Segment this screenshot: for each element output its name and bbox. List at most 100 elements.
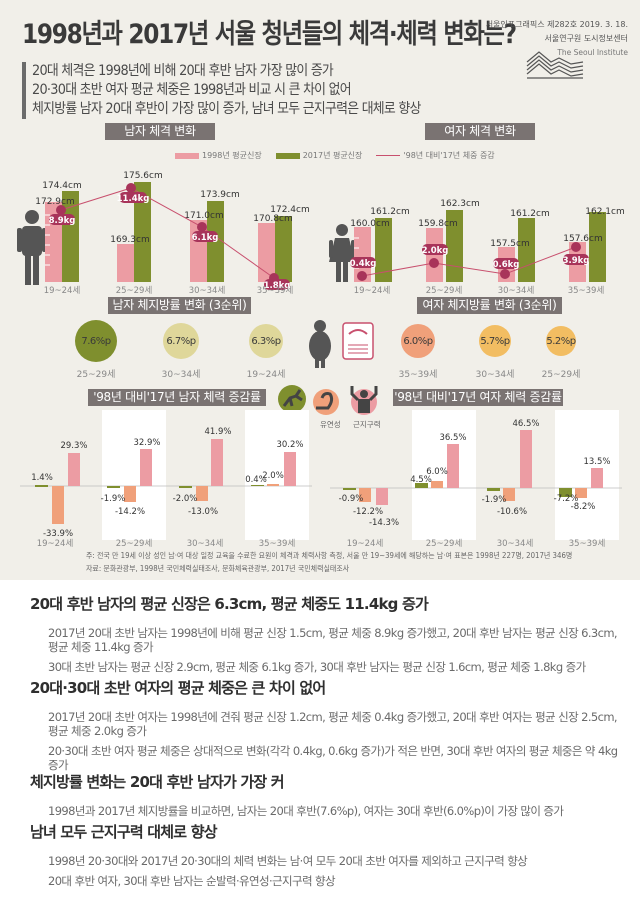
svg-text:161.2cm: 161.2cm xyxy=(510,209,549,219)
svg-text:-12.2%: -12.2% xyxy=(353,507,383,517)
summary-box: 20대 체격은 1998년에 비해 20대 후반 남자 가장 많이 증가 20·… xyxy=(22,62,454,119)
male-person-icon xyxy=(17,210,47,285)
svg-text:4.5%: 4.5% xyxy=(410,475,432,485)
body-paragraph: 20대 후반 여자, 30대 후반 남자는 순발력·유연성·근지구력 향상 xyxy=(48,874,336,888)
svg-text:0.4%: 0.4% xyxy=(245,475,267,485)
fitness-icons xyxy=(278,385,378,415)
svg-text:0.4kg: 0.4kg xyxy=(350,259,377,269)
body-heading: 20대·30대 초반 여자의 평균 체중은 큰 차이 없어 xyxy=(30,679,326,697)
svg-text:169.3cm: 169.3cm xyxy=(110,235,149,245)
svg-text:172.4cm: 172.4cm xyxy=(270,205,309,215)
svg-text:30~34세: 30~34세 xyxy=(189,286,226,295)
body-paragraph: 30대 초반 남자는 평균 신장 2.9cm, 평균 체중 6.1kg 증가, … xyxy=(48,660,586,674)
body-paragraph: 2017년 20대 초반 여자는 1998년에 견줘 평균 신장 1.2cm, … xyxy=(48,710,618,738)
male-fat-bubble-3: 6.3%p xyxy=(249,324,283,358)
svg-text:19~24세: 19~24세 xyxy=(37,539,74,549)
body-paragraph: 1998년 20·30대와 2017년 20·30대의 체력 변화는 남·여 모… xyxy=(48,854,528,868)
svg-text:29.3%: 29.3% xyxy=(60,441,87,451)
svg-text:19~24세: 19~24세 xyxy=(44,286,81,295)
seoul-institute-logo-icon xyxy=(526,51,584,79)
svg-text:162.1cm: 162.1cm xyxy=(585,207,624,217)
svg-text:30~34세: 30~34세 xyxy=(498,286,535,295)
svg-text:35~39세: 35~39세 xyxy=(568,286,605,295)
female-body-title: 여자 체격 변화 xyxy=(425,123,535,140)
svg-text:6.1kg: 6.1kg xyxy=(192,233,219,243)
svg-text:173.9cm: 173.9cm xyxy=(200,190,239,200)
svg-text:36.5%: 36.5% xyxy=(439,433,466,443)
publication-info: 서울인포그래픽스 제282호 2019. 3. 18. 서울연구원 도시정보센터… xyxy=(486,18,628,60)
female-fat-title: 여자 체지방률 변화 (3순위) xyxy=(417,297,562,314)
body-section-3: 체지방률 변화는 20대 후반 남자가 가장 커 1998년과 2017년 체지… xyxy=(30,771,620,818)
svg-text:1.4%: 1.4% xyxy=(31,473,53,483)
svg-text:-1.9%: -1.9% xyxy=(482,495,507,505)
svg-text:46.5%: 46.5% xyxy=(512,419,539,429)
svg-text:-1.9%: -1.9% xyxy=(101,494,126,504)
male-fat-label-1: 25~29세 xyxy=(76,370,116,380)
svg-text:175.6cm: 175.6cm xyxy=(123,171,162,181)
svg-text:25~29세: 25~29세 xyxy=(116,539,153,549)
body-paragraph: 1998년과 2017년 체지방률을 비교하면, 남자는 20대 후반(7.6%… xyxy=(48,804,564,818)
male-fat-title: 남자 체지방률 변화 (3순위) xyxy=(108,297,251,314)
svg-text:-0.9%: -0.9% xyxy=(339,494,364,504)
body-paragraph: 2017년 20대 초반 남자는 1998년에 비해 평균 신장 1.5cm, … xyxy=(48,626,618,654)
legend-1998: 1998년 평균신장 xyxy=(175,150,262,161)
male-fat-bubble-1: 7.6%p xyxy=(75,320,117,362)
summary-line: 체지방률 남자 20대 후반이 가장 많이 증가, 남녀 모두 근지구력은 대체… xyxy=(32,101,421,117)
svg-text:30.2%: 30.2% xyxy=(276,440,303,450)
body-section-4: 남녀 모두 근지구력 대체로 향상 1998년 20·30대와 2017년 20… xyxy=(30,821,620,888)
body-heading: 체지방률 변화는 20대 후반 남자가 가장 커 xyxy=(30,773,285,791)
footnote: 주: 전국 만 19세 이상 성인 남·여 대상 일정 교육을 수료한 요원이 … xyxy=(86,549,572,575)
female-person-icon xyxy=(329,224,355,282)
svg-text:172.9cm: 172.9cm xyxy=(35,197,74,207)
male-body-title: 남자 체격 변화 xyxy=(105,123,215,140)
svg-text:8.9kg: 8.9kg xyxy=(49,216,76,226)
svg-text:25~29세: 25~29세 xyxy=(116,286,153,295)
summary-line: 20대 체격은 1998년에 비해 20대 후반 남자 가장 많이 증가 xyxy=(32,63,334,79)
svg-text:159.8cm: 159.8cm xyxy=(418,219,457,229)
note-text: 주: 전국 만 19세 이상 성인 남·여 대상 일정 교육을 수료한 요원이 … xyxy=(86,551,573,560)
svg-text:-14.3%: -14.3% xyxy=(369,518,399,528)
institute-name: 서울연구원 도시정보센터 xyxy=(544,34,628,43)
svg-text:160.0cm: 160.0cm xyxy=(350,219,389,229)
svg-text:13.5%: 13.5% xyxy=(583,457,610,467)
body-section-2: 20대·30대 초반 여자의 평균 체중은 큰 차이 없어 2017년 20대 … xyxy=(30,677,620,772)
svg-text:35~39세: 35~39세 xyxy=(569,539,606,549)
svg-text:-8.2%: -8.2% xyxy=(571,502,596,512)
body-heading: 20대 후반 남자의 평균 신장은 6.3cm, 평균 체중도 11.4kg 증… xyxy=(30,595,429,613)
male-fitness-chart: 1.4% -33.9% 29.3% -1.9% -14.2% 32.9% -2.… xyxy=(20,410,312,549)
chart-legend: 1998년 평균신장 2017년 평균신장 '98년 대비'17년 체중 증감 xyxy=(175,150,495,161)
female-fat-bubble-3: 5.2%p xyxy=(546,326,576,356)
svg-text:162.3cm: 162.3cm xyxy=(440,199,479,209)
svg-text:171.0cm: 171.0cm xyxy=(184,211,223,221)
svg-text:-10.6%: -10.6% xyxy=(497,507,527,517)
female-fat-label-3: 25~29세 xyxy=(541,370,581,380)
female-fitness-chart: -0.9% -12.2% -14.3% 4.5% 6.0% 36.5% -1.9… xyxy=(330,410,622,549)
svg-text:2.0%: 2.0% xyxy=(262,471,284,481)
svg-text:30~34세: 30~34세 xyxy=(187,539,224,549)
svg-text:161.2cm: 161.2cm xyxy=(370,207,409,217)
male-fat-bubble-2: 6.7%p xyxy=(163,323,199,359)
summary-line: 20·30대 초반 여자 평균 체중은 1998년과 비교 시 큰 차이 없어 xyxy=(32,82,352,98)
svg-text:170.8cm: 170.8cm xyxy=(253,214,292,224)
svg-text:25~29세: 25~29세 xyxy=(426,539,463,549)
female-fitness-title: '98년 대비'17년 여자 체력 증감률 xyxy=(393,389,563,406)
svg-text:-13.0%: -13.0% xyxy=(188,507,218,517)
svg-text:30~34세: 30~34세 xyxy=(497,539,534,549)
body-fat-icon xyxy=(309,320,374,368)
svg-text:11.4kg: 11.4kg xyxy=(117,194,150,204)
svg-text:2.0kg: 2.0kg xyxy=(422,246,449,256)
svg-text:-14.2%: -14.2% xyxy=(115,507,145,517)
svg-text:-33.9%: -33.9% xyxy=(43,529,73,539)
source-text: 자료: 문화관광부, 1998년 국민체력실태조사, 문화체육관광부, 2017… xyxy=(86,564,350,573)
infographic-panel: 1998년과 2017년 서울 청년들의 체격·체력 변화는? 서울인포그래픽스… xyxy=(0,0,640,580)
svg-text:25~29세: 25~29세 xyxy=(426,286,463,295)
svg-text:32.9%: 32.9% xyxy=(133,438,160,448)
female-fat-bubble-2: 5.7%p xyxy=(479,325,511,357)
body-paragraph: 20·30대 초반 여자 평균 체중은 상대적으로 변화(각각 0.4kg, 0… xyxy=(48,744,618,772)
female-body-chart: 161.2cm 160.0cm 162.3cm 159.8cm 161.2cm … xyxy=(329,199,625,295)
legend-2017: 2017년 평균신장 xyxy=(275,150,362,161)
legend-weight: '98년 대비'17년 체중 증감 xyxy=(376,150,495,161)
svg-text:35~39세: 35~39세 xyxy=(259,539,296,549)
svg-text:-2.0%: -2.0% xyxy=(173,494,198,504)
body-section-1: 20대 후반 남자의 평균 신장은 6.3cm, 평균 체중도 11.4kg 증… xyxy=(30,593,620,674)
